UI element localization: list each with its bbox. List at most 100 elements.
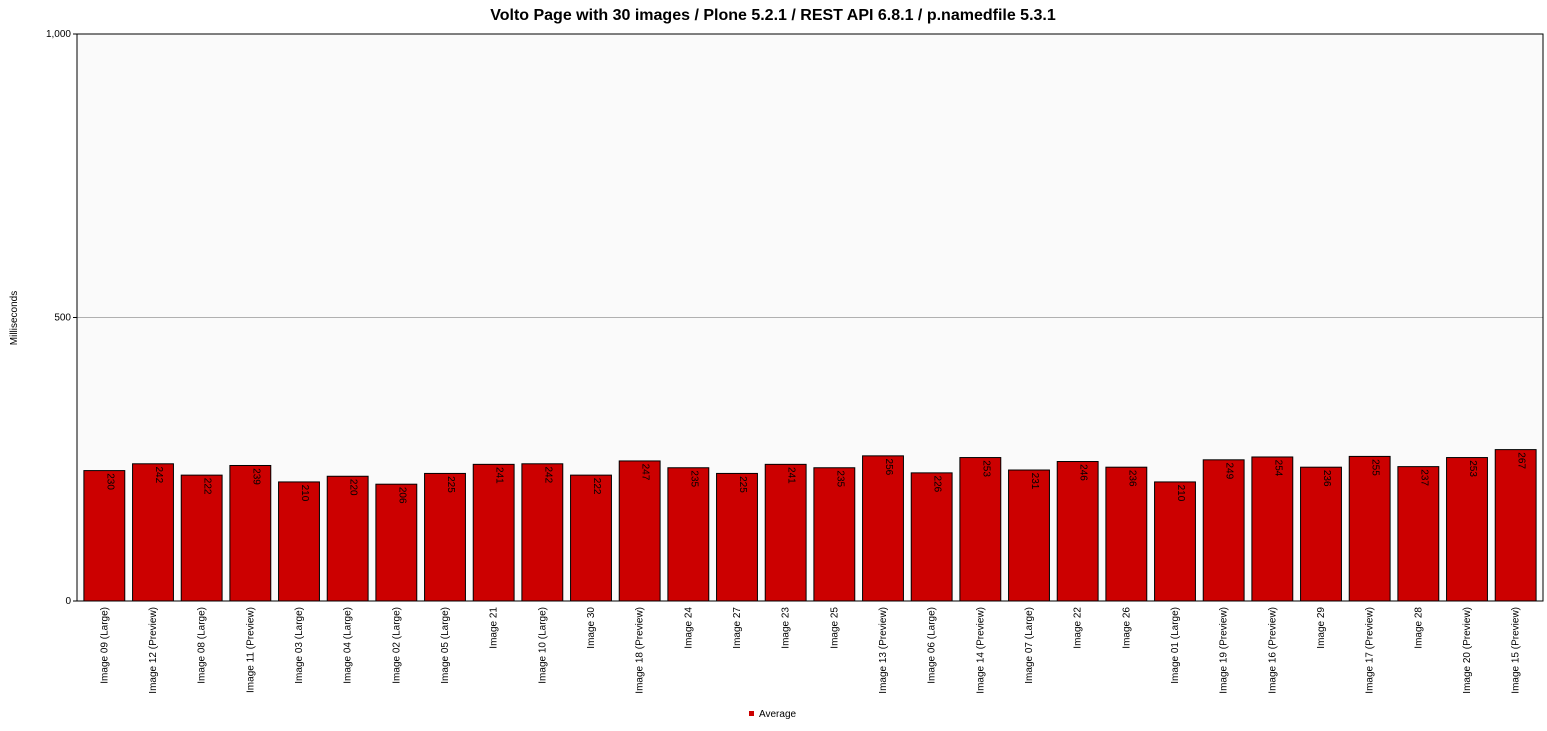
bar — [1446, 457, 1488, 602]
bar — [959, 457, 1002, 602]
bar-value-label: 239 — [250, 468, 261, 485]
bar-value-label: 210 — [299, 485, 310, 502]
bar — [910, 472, 953, 602]
x-axis-tick-labels: Image 09 (Large) Image 12 (Preview) Image … — [99, 607, 1521, 694]
x-tick-label: Image 11 (Preview) — [245, 607, 256, 693]
legend: Average — [749, 709, 797, 720]
bar — [1300, 466, 1342, 602]
bar-value-label: 256 — [883, 459, 894, 476]
bar — [1397, 466, 1440, 602]
x-tick-label: Image 23 — [781, 607, 792, 649]
bar-value-label: 222 — [202, 478, 213, 495]
x-tick-label: Image 17 (Preview) — [1365, 607, 1376, 694]
bar-value-label: 220 — [348, 479, 359, 496]
bar-value-label: 225 — [737, 476, 748, 493]
bar-value-label: 222 — [591, 478, 602, 495]
bar — [424, 472, 466, 602]
bar — [1105, 466, 1148, 602]
x-tick-label: Image 18 (Preview) — [635, 607, 646, 694]
x-tick-label: Image 15 (Preview) — [1511, 607, 1522, 694]
bar-value-label: 255 — [1370, 459, 1381, 476]
x-tick-label: Image 13 (Preview) — [878, 607, 889, 694]
bar — [862, 455, 904, 602]
bar — [1348, 455, 1391, 602]
y-axis-label: Milliseconds — [9, 291, 20, 345]
bar — [1056, 461, 1099, 602]
bar-value-label: 246 — [1078, 464, 1089, 481]
x-tick-label: Image 26 — [1121, 607, 1132, 649]
x-tick-label: Image 19 (Preview) — [1219, 607, 1230, 694]
x-tick-label: Image 28 — [1413, 607, 1424, 649]
x-tick-label: Image 08 (Large) — [197, 607, 208, 684]
bar-value-label: 253 — [1467, 460, 1478, 477]
bar-value-label: 249 — [1224, 462, 1235, 479]
bar — [1494, 449, 1537, 602]
bar-value-label: 254 — [1272, 460, 1283, 477]
bar-value-label: 225 — [445, 476, 456, 493]
bar — [229, 464, 272, 602]
bar-value-label: 230 — [104, 473, 115, 490]
x-tick-label: Image 30 — [586, 607, 597, 649]
bar-value-label: 226 — [932, 476, 943, 493]
bar-value-label: 231 — [1029, 473, 1040, 490]
bar — [472, 463, 515, 602]
x-tick-label: Image 02 (Large) — [391, 607, 402, 684]
bar — [326, 475, 369, 602]
bar — [83, 470, 126, 602]
bar — [716, 472, 758, 602]
x-tick-label: Image 20 (Preview) — [1462, 607, 1473, 694]
x-tick-label: Image 10 (Large) — [537, 607, 548, 684]
bars-group — [83, 449, 1537, 602]
bar — [132, 463, 174, 602]
bar — [1008, 469, 1050, 602]
legend-label-average: Average — [759, 709, 797, 720]
bar — [278, 481, 320, 602]
value-labels-group: 230 242 222 239 210 220 206 225 241 242 222 247 235 2… — [104, 452, 1526, 504]
x-tick-label: Image 12 (Preview) — [148, 607, 159, 694]
legend-swatch-average — [749, 711, 754, 716]
x-tick-label: Image 14 (Preview) — [975, 607, 986, 694]
x-tick-label: Image 24 — [683, 607, 694, 649]
x-tick-label: Image 07 (Large) — [1024, 607, 1035, 684]
bar — [375, 483, 418, 602]
bar — [667, 467, 710, 602]
bar — [1251, 456, 1294, 602]
x-tick-label: Image 06 (Large) — [927, 607, 938, 684]
bar — [1202, 459, 1245, 602]
bar — [813, 467, 856, 602]
bar-value-label: 242 — [153, 466, 164, 483]
x-tick-label: Image 21 — [489, 607, 500, 649]
bar — [618, 460, 661, 602]
x-tick-label: Image 04 (Large) — [343, 607, 354, 684]
x-tick-label: Image 16 (Preview) — [1267, 607, 1278, 694]
bar-value-label: 241 — [786, 467, 797, 484]
x-tick-label: Image 25 — [829, 607, 840, 649]
x-tick-label: Image 03 (Large) — [294, 607, 305, 684]
bar — [764, 463, 807, 602]
bar-value-label: 235 — [834, 470, 845, 487]
bar-value-label: 247 — [640, 464, 651, 481]
chart-title: Volto Page with 30 images / Plone 5.2.1 … — [490, 7, 1056, 24]
y-tick-label: 0 — [65, 596, 71, 607]
x-tick-label: Image 05 (Large) — [440, 607, 451, 684]
bar-value-label: 236 — [1321, 470, 1332, 487]
bar-value-label: 206 — [396, 487, 407, 504]
y-tick-label: 500 — [54, 313, 71, 324]
bar-value-label: 242 — [542, 466, 553, 483]
x-tick-label: Image 09 (Large) — [99, 607, 110, 684]
bar-value-label: 236 — [1126, 470, 1137, 487]
bar — [521, 463, 564, 602]
x-tick-label: Image 27 — [732, 607, 743, 649]
bar-value-label: 267 — [1516, 452, 1527, 469]
bar-value-label: 237 — [1418, 469, 1429, 486]
x-tick-label: Image 01 (Large) — [1170, 607, 1181, 684]
bar-value-label: 241 — [494, 467, 505, 484]
x-tick-label: Image 22 — [1073, 607, 1084, 649]
x-tick-label: Image 29 — [1316, 607, 1327, 649]
bar-value-label: 253 — [980, 460, 991, 477]
bar-value-label: 210 — [1175, 485, 1186, 502]
bar-value-label: 235 — [688, 470, 699, 487]
bar — [570, 474, 612, 602]
y-axis-ticks: 0 500 1,000 — [46, 29, 77, 607]
